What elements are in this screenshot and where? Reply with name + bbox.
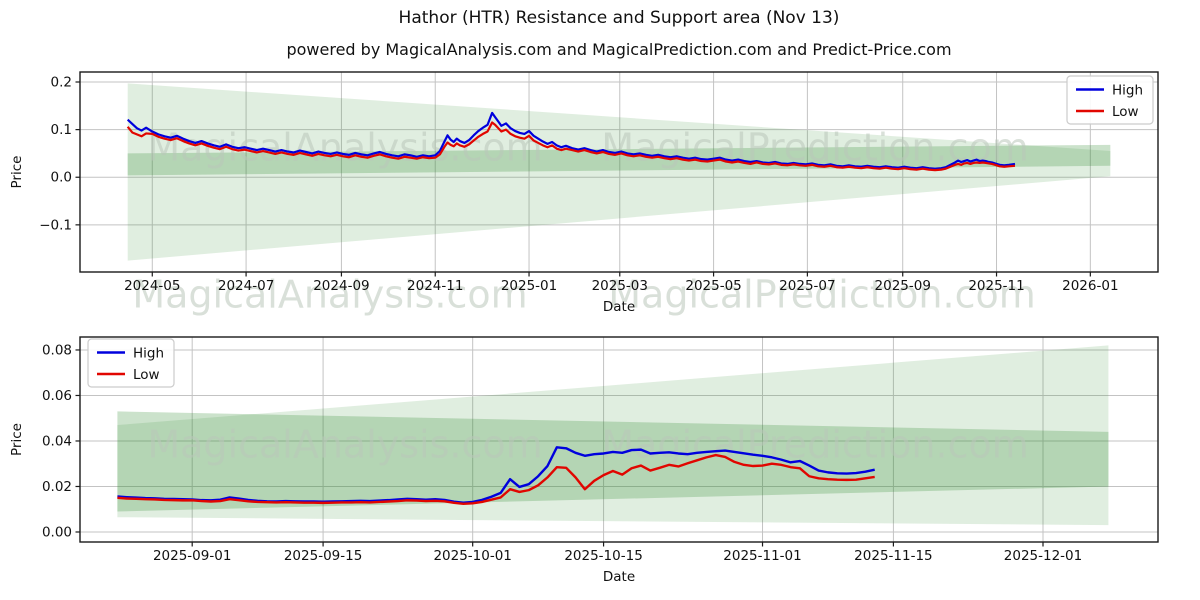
x-axis-label: Date	[603, 299, 635, 315]
y-tick-label: 0.0	[51, 170, 72, 186]
x-tick-label: 2025-10-15	[564, 548, 642, 564]
x-tick-label: 2025-05	[685, 278, 741, 294]
x-tick-label: 2024-09	[313, 278, 369, 294]
plot-border	[79, 71, 1159, 273]
resistance-support-wedge-area	[127, 83, 1111, 261]
x-tick-label: 2025-09-01	[153, 548, 231, 564]
y-tick-label: 0.08	[42, 342, 72, 358]
watermark-text: MagicalAnalysis.com	[147, 423, 542, 467]
watermark-text: MagicalAnalysis.com	[132, 273, 527, 317]
x-tick-label: 2025-07	[779, 278, 835, 294]
watermark-text: MagicalAnalysis.com	[147, 126, 542, 170]
y-axis-label: Price	[9, 156, 25, 189]
y-axis-label: Price	[9, 423, 25, 456]
x-tick-label: 2024-05	[124, 278, 180, 294]
legend-high-label: High	[1112, 82, 1143, 98]
y-tick-label: 0.02	[42, 479, 72, 495]
low-line	[117, 453, 875, 505]
x-tick-label: 2025-11-01	[723, 548, 801, 564]
x-tick-label: 2024-07	[218, 278, 274, 294]
y-tick-label: 0.2	[51, 75, 72, 91]
plot-border	[79, 336, 1159, 543]
high-line	[126, 111, 1016, 170]
support-band-area	[117, 411, 1109, 512]
x-tick-label: 2026-01	[1062, 278, 1118, 294]
watermark-text: MagicalPrediction.com	[608, 273, 1036, 317]
low-line	[126, 121, 1016, 172]
x-axis-label: Date	[603, 569, 635, 585]
x-tick-label: 2024-11	[407, 278, 463, 294]
chart-subtitle: powered by MagicalAnalysis.com and Magic…	[286, 40, 952, 59]
watermark-text: MagicalPrediction.com	[601, 423, 1029, 467]
x-tick-label: 2025-01	[501, 278, 557, 294]
chart-title: Hathor (HTR) Resistance and Support area…	[398, 8, 840, 28]
x-tick-label: 2025-03	[592, 278, 648, 294]
high-line	[117, 446, 875, 504]
x-tick-label: 2025-09-15	[284, 548, 362, 564]
legend-high-label: High	[133, 345, 164, 361]
legend-low-label: Low	[1112, 104, 1139, 120]
y-tick-label: 0.1	[51, 122, 72, 138]
resistance-wedge-area	[117, 345, 1109, 526]
x-tick-label: 2025-11-15	[854, 548, 932, 564]
legend-low-label: Low	[133, 367, 160, 383]
y-tick-label: 0.00	[42, 524, 72, 540]
x-tick-label: 2025-09	[875, 278, 931, 294]
x-tick-label: 2025-12-01	[1004, 548, 1082, 564]
y-tick-label: 0.04	[42, 433, 72, 449]
y-tick-label: −0.1	[39, 217, 72, 233]
y-tick-label: 0.06	[42, 388, 72, 404]
x-tick-label: 2025-10-01	[433, 548, 511, 564]
x-tick-label: 2025-11	[968, 278, 1024, 294]
